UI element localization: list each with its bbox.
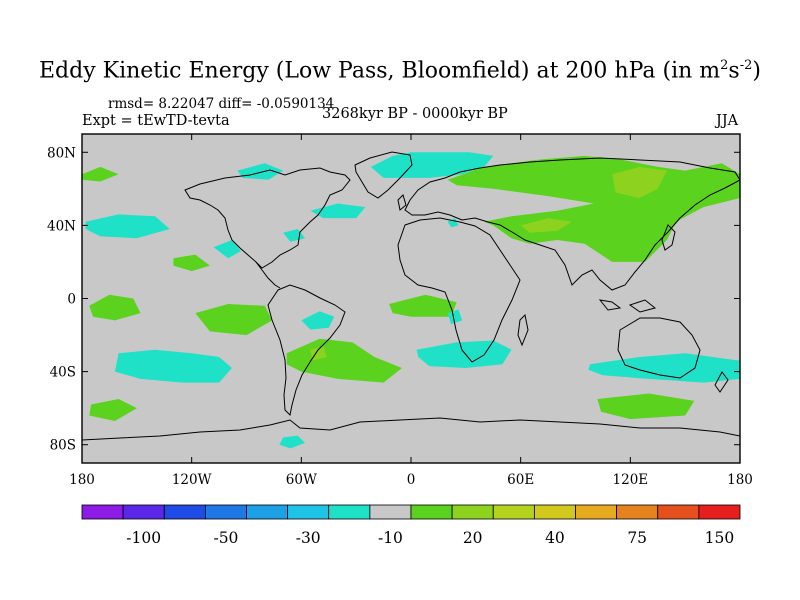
field-region-23 xyxy=(588,353,740,383)
y-axis: 80N 40N 0 40S 80S xyxy=(47,145,740,454)
colorbar-label-0: -100 xyxy=(126,529,161,547)
colorbar-swatch-2 xyxy=(163,504,206,520)
colorbar-swatch-4 xyxy=(246,504,289,520)
colorbar-swatch-6 xyxy=(328,504,371,520)
field-region-5 xyxy=(89,294,141,321)
experiment-label: Expt = tEwTD-tevta xyxy=(82,113,230,129)
field-region-3 xyxy=(82,166,119,182)
colorbar-label-1: -50 xyxy=(213,529,238,547)
field-region-16 xyxy=(310,203,366,219)
colorbar-swatch-12 xyxy=(575,504,618,520)
field-region-0 xyxy=(447,155,740,262)
x-tick-label-4: 60E xyxy=(507,472,534,488)
season-label: JJA xyxy=(716,113,739,129)
field-region-10 xyxy=(597,393,695,420)
colorbar-swatch-5 xyxy=(287,504,330,520)
field-region-21 xyxy=(416,340,512,368)
colorbar-label-7: 150 xyxy=(705,529,735,547)
colorbar-label-3: -10 xyxy=(378,529,403,547)
field-region-9 xyxy=(89,399,137,421)
colorbar: -100 -50 -30 -10 20 40 75 150 xyxy=(81,504,741,547)
field-region-4 xyxy=(389,294,457,317)
stats-line: rmsd= 8.22047 diff= -0.0590134 xyxy=(108,96,335,112)
x-tick-label-1: 120W xyxy=(172,472,212,488)
y-tick-label-4: 80S xyxy=(50,438,76,454)
chart-title: Eddy Kinetic Energy (Low Pass, Bloomfiel… xyxy=(39,58,761,84)
field-region-8 xyxy=(310,346,327,361)
field-region-20 xyxy=(279,435,305,449)
field-region-1 xyxy=(612,166,667,198)
colorbar-swatch-3 xyxy=(204,504,247,520)
y-tick-label-0: 80N xyxy=(47,145,76,161)
colorbar-label-4: 20 xyxy=(463,529,483,547)
field-region-6 xyxy=(195,304,273,336)
field-region-22 xyxy=(447,309,463,325)
coastlines xyxy=(82,151,740,441)
field-region-19 xyxy=(114,349,232,383)
colorbar-swatch-0 xyxy=(81,504,124,520)
colorbar-swatch-1 xyxy=(122,504,165,520)
y-tick-label-1: 40N xyxy=(47,218,76,234)
x-tick-label-0: 180 xyxy=(69,472,95,488)
colorbar-label-2: -30 xyxy=(296,529,321,547)
x-tick-label-2: 60W xyxy=(286,472,317,488)
field-region-14 xyxy=(213,240,241,259)
period-label: 3268kyr BP - 0000kyr BP xyxy=(322,106,508,122)
field-region-11 xyxy=(173,254,210,272)
colorbar-swatch-14 xyxy=(657,504,700,520)
field-regions xyxy=(82,152,740,449)
x-tick-label-6: 180 xyxy=(727,472,753,488)
colorbar-label-5: 40 xyxy=(545,529,565,547)
colorbar-swatch-7 xyxy=(369,504,412,520)
field-region-12 xyxy=(85,214,170,239)
map-field-layer xyxy=(82,134,740,463)
colorbar-swatch-13 xyxy=(616,504,659,520)
y-tick-label-2: 0 xyxy=(67,292,76,308)
colorbar-swatch-11 xyxy=(533,504,576,520)
field-region-2 xyxy=(520,218,572,233)
y-tick-label-3: 40S xyxy=(50,365,76,381)
colorbar-swatch-9 xyxy=(451,504,494,520)
x-tick-label-5: 120E xyxy=(613,472,649,488)
colorbar-label-6: 75 xyxy=(627,529,647,547)
colorbar-swatch-15 xyxy=(698,504,741,520)
field-region-18 xyxy=(301,311,335,330)
x-tick-label-3: 0 xyxy=(407,472,416,488)
colorbar-swatch-8 xyxy=(410,504,453,520)
x-axis: 180 120W 60W 0 60E 120E 180 xyxy=(69,134,753,488)
colorbar-swatch-10 xyxy=(492,504,535,520)
